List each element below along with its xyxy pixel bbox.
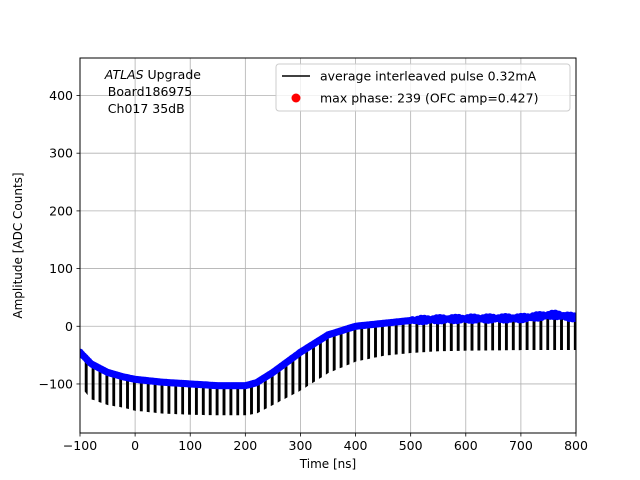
x-tick-label: 100 xyxy=(178,438,202,453)
x-tick-label: 500 xyxy=(399,438,423,453)
annotation-atlas-word: ATLAS xyxy=(104,67,144,82)
y-tick-label: 0 xyxy=(65,319,73,334)
x-tick-label: 800 xyxy=(564,438,588,453)
series-layer xyxy=(80,309,576,416)
atlas-annotation: ATLAS Upgrade Board186975 Ch017 35dB xyxy=(104,67,201,116)
x-axis-label: Time [ns] xyxy=(299,457,356,471)
y-tick-label: 400 xyxy=(49,88,73,103)
legend-swatch-max-phase xyxy=(291,93,301,103)
legend: average interleaved pulse 0.32mA max pha… xyxy=(275,63,571,112)
plot-content xyxy=(80,309,576,416)
legend-label-max-phase: max phase: 239 (OFC amp=0.427) xyxy=(320,91,538,106)
annotation-board: Board186975 xyxy=(108,84,192,99)
annotation-upgrade-word: Upgrade xyxy=(144,67,202,82)
annotation-line-1: ATLAS Upgrade xyxy=(104,67,201,82)
x-tick-label: 600 xyxy=(454,438,478,453)
legend-box xyxy=(275,63,571,112)
x-axis-ticks: −100 0 100 200 300 400 500 600 700 800 xyxy=(63,433,588,453)
x-tick-label: 700 xyxy=(509,438,533,453)
series-markers-blue xyxy=(80,309,576,390)
y-axis-ticks: −100 0 100 200 300 400 xyxy=(39,88,80,391)
y-tick-label: 300 xyxy=(49,146,73,161)
x-tick-label: −100 xyxy=(63,438,97,453)
x-tick-label: 400 xyxy=(344,438,368,453)
x-tick-label: 0 xyxy=(131,438,139,453)
x-tick-label: 300 xyxy=(289,438,313,453)
axes-frame xyxy=(79,57,577,434)
y-tick-label: 100 xyxy=(49,261,73,276)
x-tick-label: 200 xyxy=(233,438,257,453)
data-point xyxy=(572,315,576,323)
y-tick-label: 200 xyxy=(49,203,73,218)
legend-label-average-pulse: average interleaved pulse 0.32mA xyxy=(320,69,537,84)
y-axis-label: Amplitude [ADC Counts] xyxy=(11,172,25,318)
y-tick-label: −100 xyxy=(39,376,73,391)
annotation-channel: Ch017 35dB xyxy=(108,101,185,116)
